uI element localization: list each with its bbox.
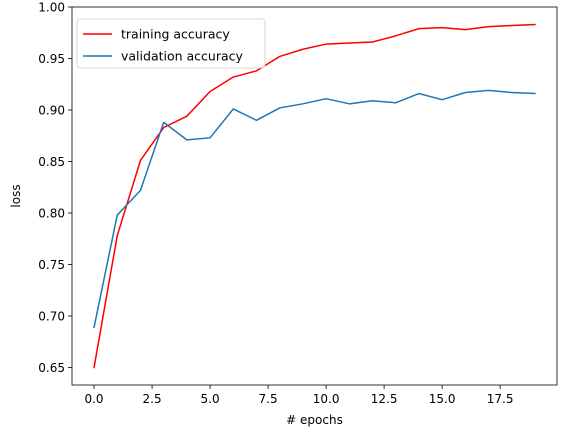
legend-label-training-accuracy: training accuracy [121, 27, 230, 42]
x-tick-label: 10.0 [313, 392, 340, 406]
y-tick-label: 0.75 [38, 258, 65, 272]
y-tick-label: 1.00 [38, 0, 65, 14]
x-tick-label: 17.5 [487, 392, 514, 406]
x-tick-label: 15.0 [429, 392, 456, 406]
y-tick-label: 0.90 [38, 103, 65, 117]
series-layer [93, 23, 536, 369]
y-tick-label: 0.80 [38, 206, 65, 220]
y-tick-label: 0.85 [38, 155, 65, 169]
series-line-validation-accuracy [93, 89, 536, 329]
y-tick-label: 0.65 [38, 361, 65, 375]
ticks-layer: 0.0 2.5 5.0 7.5 10.0 12.5 15.0 17.5 0.65 0.70 0.75… [38, 0, 513, 406]
x-tick-label: 7.5 [259, 392, 278, 406]
x-tick-label: 0.0 [84, 392, 103, 406]
y-axis-label: loss [9, 184, 23, 207]
legend-label-validation-accuracy: validation accuracy [121, 49, 244, 64]
y-tick-label: 0.70 [38, 309, 65, 323]
y-tick-label: 0.95 [38, 52, 65, 66]
x-tick-label: 5.0 [201, 392, 220, 406]
legend: training accuracy validation accuracy [76, 18, 266, 69]
x-axis-label: # epochs [286, 413, 343, 427]
axes-frame [71, 6, 558, 386]
x-tick-label: 12.5 [371, 392, 398, 406]
legend-box [76, 18, 266, 69]
x-tick-label: 2.5 [143, 392, 162, 406]
